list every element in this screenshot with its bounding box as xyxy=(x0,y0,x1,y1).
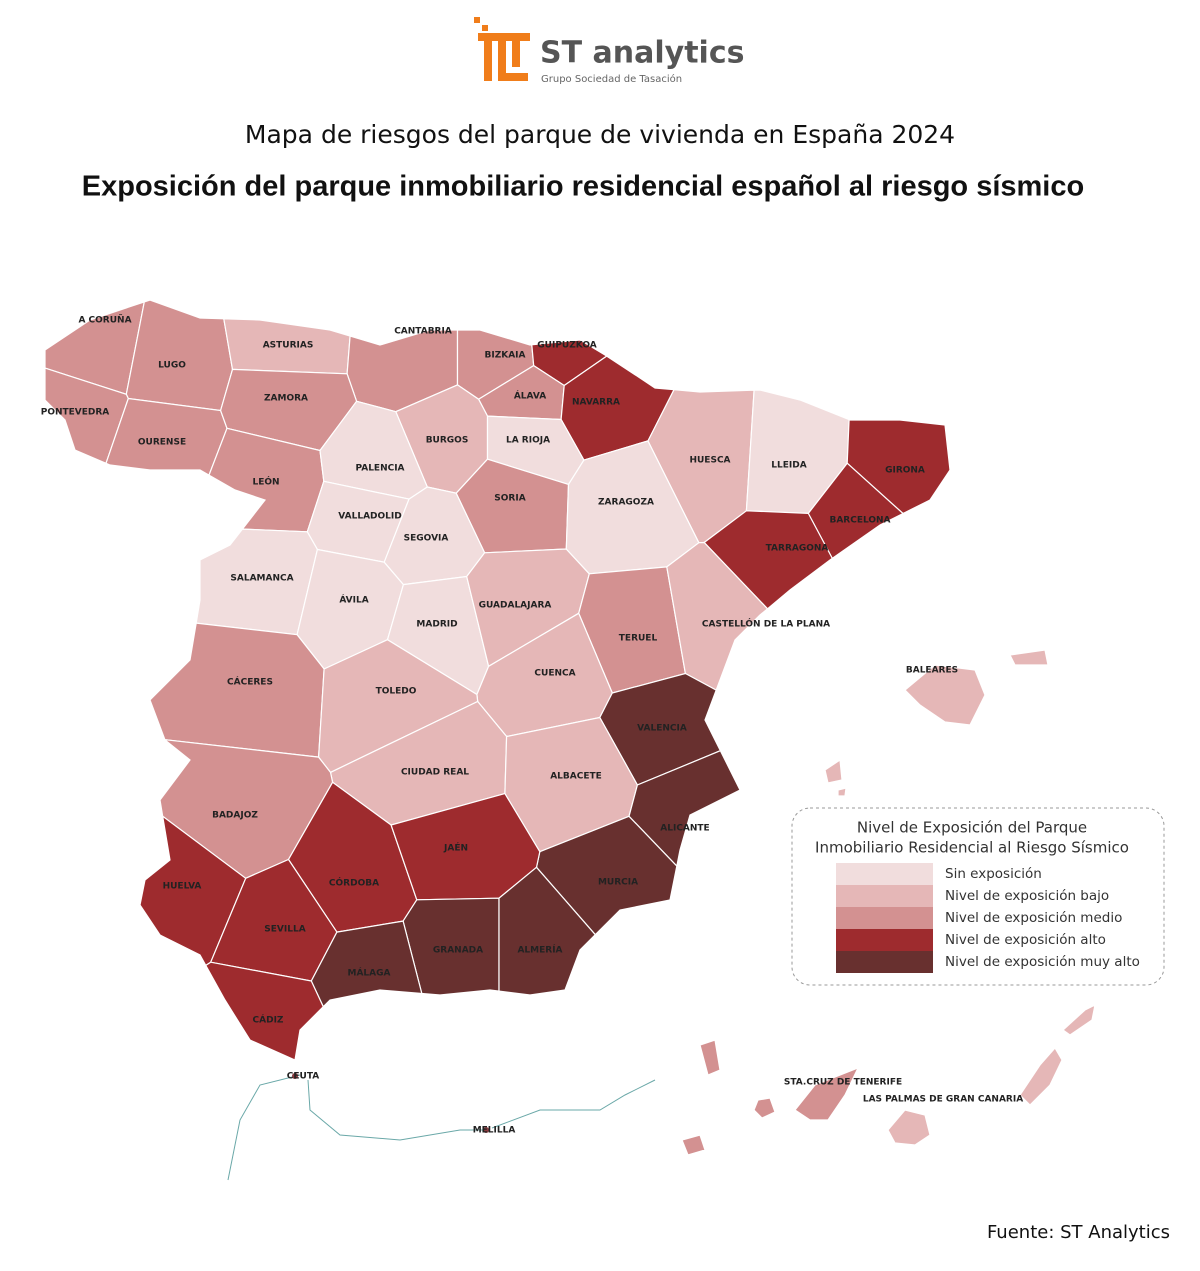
source: Fuente: ST Analytics xyxy=(987,1222,1170,1243)
province-label: LAS PALMAS DE GRAN CANARIA xyxy=(863,1095,1023,1105)
province-label: PONTEVEDRA xyxy=(41,408,110,418)
legend-label: Sin exposición xyxy=(945,866,1042,882)
legend-title: Nivel de Exposición del Parque xyxy=(857,819,1087,837)
province-label: MÁLAGA xyxy=(348,967,391,979)
province xyxy=(498,866,597,996)
province-label: CIUDAD REAL xyxy=(401,768,469,778)
legend-swatch xyxy=(836,929,933,951)
city-label: MELILLA xyxy=(473,1126,516,1136)
province xyxy=(44,367,129,465)
legend-swatch xyxy=(836,951,933,973)
province xyxy=(149,622,325,758)
province-label: HUESCA xyxy=(689,456,730,466)
province-label: GUADALAJARA xyxy=(479,601,552,611)
province-label: NAVARRA xyxy=(572,398,620,408)
province-label: BADAJOZ xyxy=(212,811,258,821)
province-label: GRANADA xyxy=(433,946,483,956)
provinces: A CORUÑA LUGO PONTEVEDRA OURENSE ASTURIAS CAN… xyxy=(41,299,1096,1156)
province-label: SEVILLA xyxy=(264,925,305,935)
province xyxy=(125,299,234,412)
province-label: LA RIOJA xyxy=(506,436,550,446)
legend-swatch xyxy=(836,885,933,907)
legend-swatch xyxy=(836,863,933,885)
cities: CEUTA MELILLA xyxy=(287,1072,516,1136)
province-label: STA.CRUZ DE TENERIFE xyxy=(784,1078,902,1088)
province-label: BARCELONA xyxy=(829,516,890,526)
coastline xyxy=(227,1074,656,1181)
province-label: ALBACETE xyxy=(550,772,602,782)
province-label: CÓRDOBA xyxy=(329,877,379,889)
province-label: TARRAGONA xyxy=(766,544,829,554)
city-dot xyxy=(292,1073,298,1079)
province-label: VALENCIA xyxy=(637,724,687,734)
province-label: TOLEDO xyxy=(376,687,417,697)
province-label: GIRONA xyxy=(885,466,925,476)
province-label: GUIPUZKOA xyxy=(537,341,596,351)
title: Exposición del parque inmobiliario resid… xyxy=(82,171,1084,203)
province-label: ZAMORA xyxy=(264,394,308,404)
province xyxy=(887,1003,1096,1146)
province-label: LUGO xyxy=(158,361,186,371)
province-label: PALENCIA xyxy=(355,464,404,474)
logo-name: ST analytics xyxy=(540,36,744,71)
province-label: ZARAGOZA xyxy=(598,498,654,508)
province-label: LLEIDA xyxy=(771,461,806,471)
legend-label: Nivel de exposición muy alto xyxy=(945,954,1140,970)
city-dot xyxy=(483,1127,489,1133)
legend-label: Nivel de exposición bajo xyxy=(945,888,1109,904)
province-label: ALMERÍA xyxy=(517,944,562,956)
province-label: JAÉN xyxy=(443,842,468,854)
province-label: MADRID xyxy=(416,620,457,630)
province-label: A CORUÑA xyxy=(78,315,131,326)
province-label: ÁLAVA xyxy=(514,390,546,402)
province-label: CASTELLÓN DE LA PLANA xyxy=(702,618,830,630)
province xyxy=(824,649,1049,797)
province-label: OURENSE xyxy=(138,438,186,448)
subtitle: Mapa de riesgos del parque de vivienda e… xyxy=(245,120,955,149)
legend: Nivel de Exposición del Parque Inmobiliar… xyxy=(791,807,1165,986)
province-label: ÁVILA xyxy=(339,594,368,606)
legend-label: Nivel de exposición alto xyxy=(945,932,1106,948)
province-label: CÁDIZ xyxy=(253,1014,284,1026)
legend-label: Nivel de exposición medio xyxy=(945,910,1122,926)
province-label: ALICANTE xyxy=(660,824,709,834)
province-label: SORIA xyxy=(494,494,525,504)
city-label: CEUTA xyxy=(287,1072,320,1082)
province-label: MURCIA xyxy=(598,878,638,888)
province-label: CÁCERES xyxy=(227,676,273,688)
province-label: SALAMANCA xyxy=(230,574,293,584)
province-label: LEÓN xyxy=(252,476,279,488)
province-label: ASTURIAS xyxy=(263,341,314,351)
province xyxy=(205,961,325,1061)
legend-title: Inmobiliario Residencial al Riesgo Sísmi… xyxy=(815,839,1129,857)
logo: ST analytics Grupo Sociedad de Tasación xyxy=(474,17,744,85)
province xyxy=(628,749,741,868)
province xyxy=(681,1039,860,1156)
province-label: BURGOS xyxy=(426,436,469,446)
province-label: HUELVA xyxy=(163,882,202,892)
province-label: CUENCA xyxy=(534,669,575,679)
province-label: BALEARES xyxy=(906,666,958,676)
province-label: VALLADOLID xyxy=(338,512,401,522)
province-label: SEGOVIA xyxy=(404,534,449,544)
province-label: CANTABRIA xyxy=(394,327,452,337)
province-label: TERUEL xyxy=(619,634,658,644)
legend-swatch xyxy=(836,907,933,929)
province-label: BIZKAIA xyxy=(485,351,526,361)
logo-tagline: Grupo Sociedad de Tasación xyxy=(541,73,682,85)
